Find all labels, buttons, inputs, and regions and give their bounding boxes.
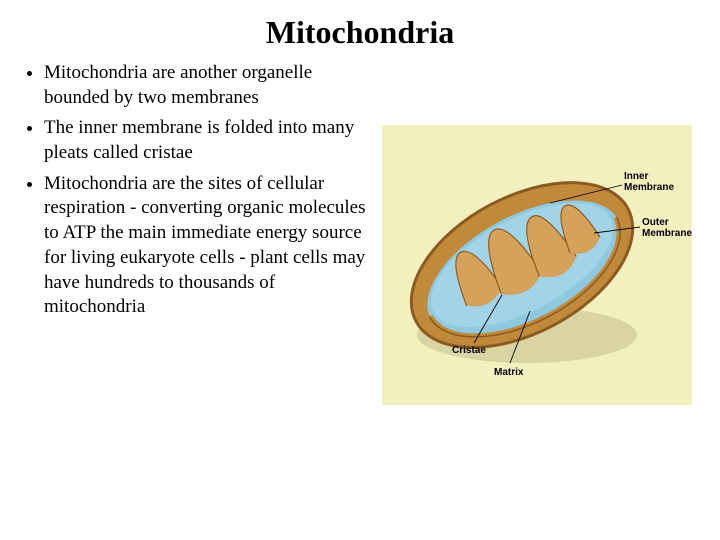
label-text: Membrane xyxy=(624,182,674,193)
label-text: Membrane xyxy=(642,228,692,239)
bullet-item: Mitochondria are another organelle bound… xyxy=(44,61,366,110)
page-title: Mitochondria xyxy=(0,0,720,61)
label-matrix: Matrix xyxy=(494,367,524,378)
bullet-list: Mitochondria are another organelle bound… xyxy=(36,61,366,405)
label-text: Inner xyxy=(624,171,649,182)
mitochondria-diagram: Inner Membrane Outer Membrane Cristae Ma… xyxy=(382,125,692,405)
diagram-container: Inner Membrane Outer Membrane Cristae Ma… xyxy=(366,61,708,405)
content-row: Mitochondria are another organelle bound… xyxy=(0,61,720,405)
label-text: Outer xyxy=(642,217,669,228)
bullet-item: Mitochondria are the sites of cellular r… xyxy=(44,172,366,320)
label-cristae: Cristae xyxy=(452,345,486,356)
bullet-item: The inner membrane is folded into many p… xyxy=(44,116,366,165)
